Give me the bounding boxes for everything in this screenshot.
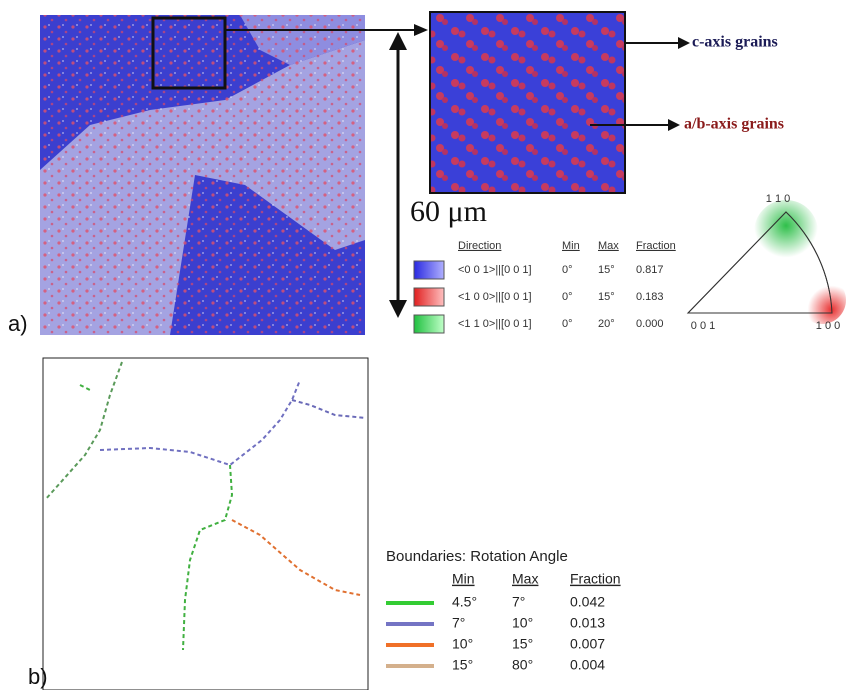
pole-label: 1 1 0 (766, 193, 790, 205)
table-cell: 15° (598, 291, 615, 303)
table-cell: 7° (452, 615, 465, 631)
table-cell: 20° (598, 318, 615, 330)
table-cell: <1 1 0>||[0 0 1] (458, 318, 532, 330)
table-header: Max (598, 240, 619, 252)
callout: a/b-axis grains (684, 116, 784, 133)
table-header: Fraction (570, 571, 621, 587)
scale-bar (389, 32, 407, 318)
pole-label: 0 0 1 (691, 320, 715, 332)
table-cell: 15° (452, 657, 473, 673)
table-cell: 4.5° (452, 594, 477, 610)
pole-label: 1 0 0 (816, 320, 840, 332)
table-cell: <0 0 1>||[0 0 1] (458, 264, 532, 276)
table-cell: 0.007 (570, 636, 605, 652)
ebsd-map (40, 15, 428, 335)
table-cell: 10° (452, 636, 473, 652)
ipf-triangle (686, 200, 846, 324)
table-header: Fraction (636, 240, 676, 252)
table-cell: 0.183 (636, 291, 664, 303)
table-header: Min (562, 240, 580, 252)
table-header: Min (452, 571, 475, 587)
table-cell: 0.817 (636, 264, 664, 276)
table-cell: 7° (512, 594, 525, 610)
table-header: Direction (458, 240, 501, 252)
legend-title: Boundaries: Rotation Angle (386, 548, 568, 565)
table-header: Max (512, 571, 538, 587)
color-swatch (413, 314, 445, 334)
color-swatch (413, 287, 445, 307)
table-cell: 10° (512, 615, 533, 631)
panel-label: a) (8, 311, 28, 336)
table-cell: 0° (562, 318, 573, 330)
scale-label: 60 μm (410, 195, 487, 228)
table-cell: 0.000 (636, 318, 664, 330)
boundary-table: Min Max Fraction 4.5° 7° 0.042 7° 10° 0.013 10° 15… (386, 571, 621, 673)
table-cell: 15° (598, 264, 615, 276)
table-cell: 0.004 (570, 657, 605, 673)
table-cell: 0° (562, 291, 573, 303)
table-cell: 80° (512, 657, 533, 673)
table-cell: 0.013 (570, 615, 605, 631)
table-cell: <1 0 0>||[0 0 1] (458, 291, 532, 303)
inset-map (429, 11, 626, 194)
table-cell: 0° (562, 264, 573, 276)
boundary-map (42, 357, 369, 690)
color-swatch (413, 260, 445, 280)
table-cell: 15° (512, 636, 533, 652)
callout: c-axis grains (692, 34, 778, 51)
table-cell: 0.042 (570, 594, 605, 610)
panel-label: b) (28, 664, 48, 689)
direction-table: Direction Min Max Fraction <0 0 1>||[0 0 1] 0… (413, 240, 676, 334)
